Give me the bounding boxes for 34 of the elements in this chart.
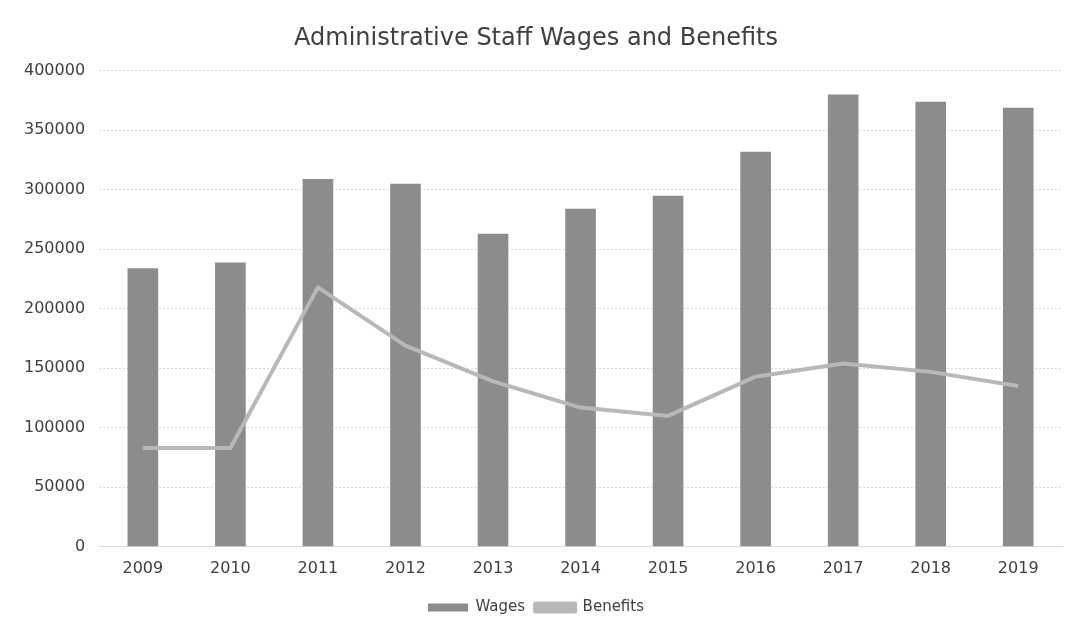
x-tick-label: 2018: [910, 557, 952, 577]
bar: [390, 183, 421, 547]
y-tick-label: 100000: [24, 416, 86, 436]
chart-title: Administrative Staff Wages and Benefits: [294, 22, 778, 51]
x-tick-label: 2016: [735, 557, 776, 577]
legend-label: Wages: [475, 597, 526, 616]
bar: [652, 195, 684, 547]
bar: [565, 208, 596, 547]
y-tick-label: 50000: [34, 476, 86, 496]
x-tick-label: 2012: [385, 557, 426, 577]
x-tick-label: 2013: [472, 557, 514, 577]
bar: [827, 94, 859, 547]
x-tick-label: 2009: [122, 557, 164, 577]
y-tick-label: 250000: [24, 238, 86, 258]
bar: [1002, 107, 1034, 547]
y-tick-label: 350000: [24, 119, 86, 139]
x-tick-label: 2019: [997, 557, 1039, 577]
y-tick-label: 400000: [24, 59, 86, 79]
legend-label: Benefits: [582, 597, 645, 616]
bar: [477, 233, 509, 547]
y-tick-label: 0: [74, 535, 86, 555]
bar: [915, 101, 947, 547]
x-tick-label: 2011: [297, 557, 339, 577]
y-tick-label: 300000: [24, 178, 86, 198]
x-tick-label: 2014: [560, 557, 601, 577]
x-tick-label: 2017: [822, 557, 864, 577]
bar: [740, 151, 771, 547]
x-tick-label: 2015: [647, 557, 689, 577]
x-tick-label: 2010: [210, 557, 251, 577]
bar: [302, 179, 334, 547]
bar: [127, 268, 159, 547]
y-tick-label: 200000: [24, 297, 86, 317]
y-tick-label: 150000: [24, 357, 86, 377]
bar: [215, 262, 246, 547]
